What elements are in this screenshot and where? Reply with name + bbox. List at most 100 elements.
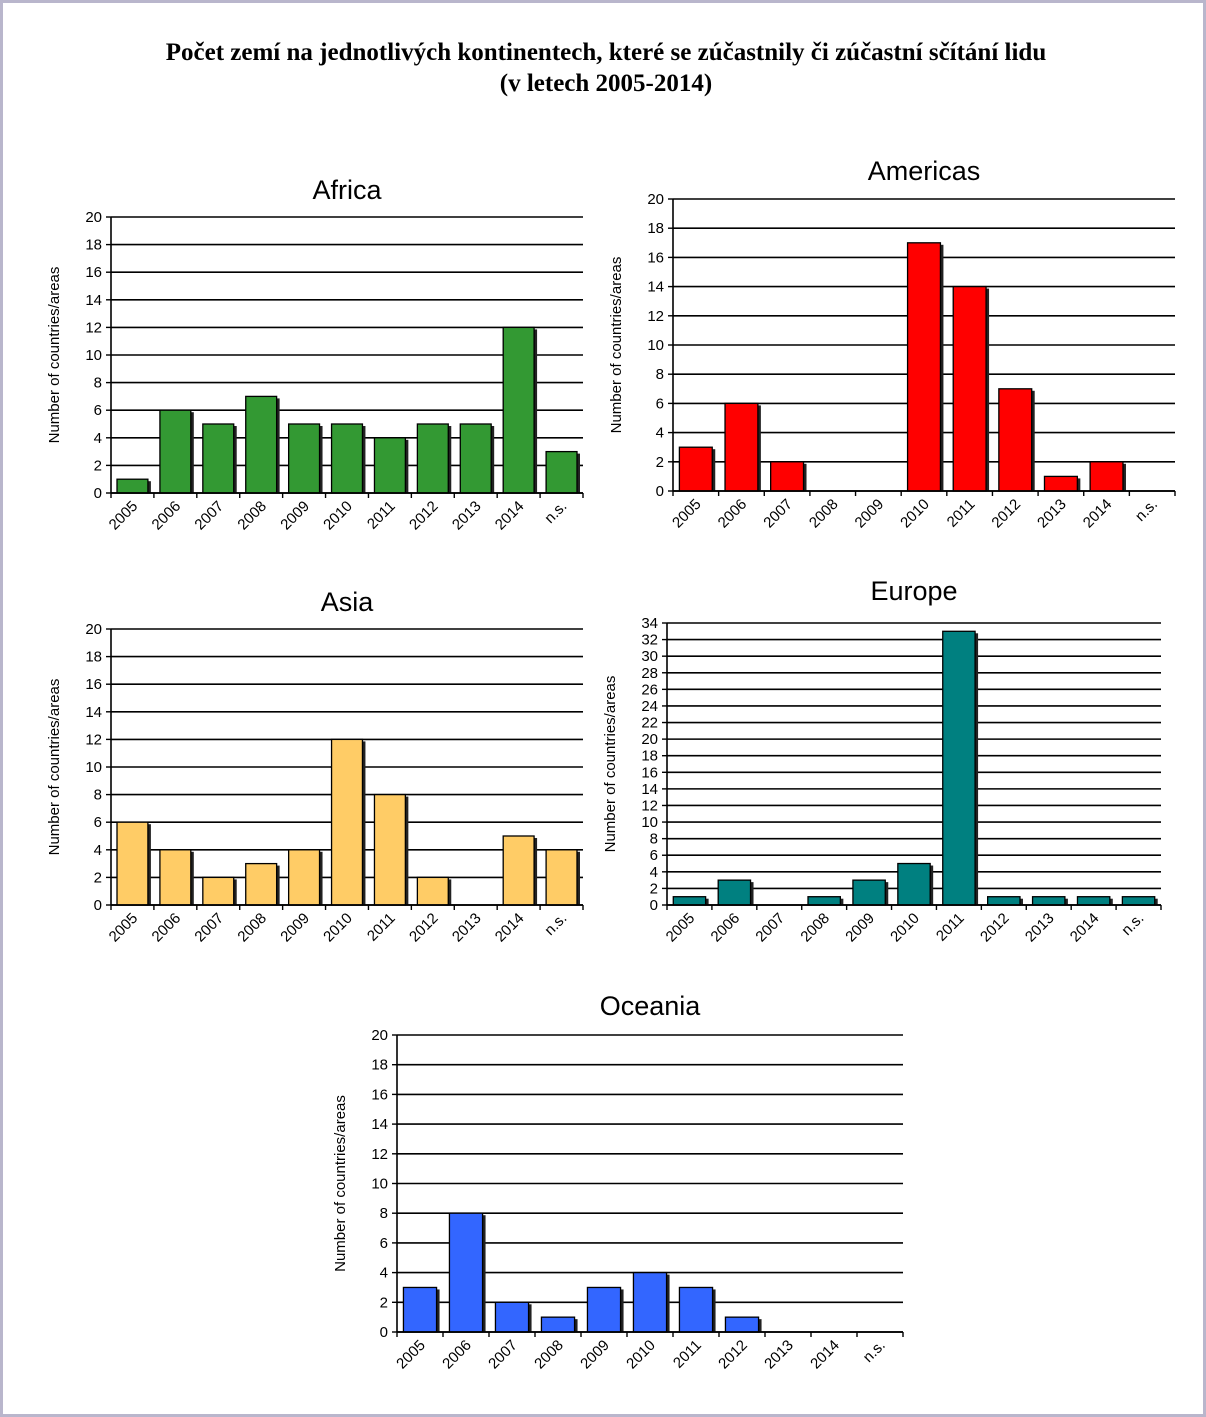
y-tick-label: 0	[656, 483, 664, 500]
y-tick-label: 10	[85, 347, 102, 364]
bar	[678, 1286, 714, 1333]
bar	[724, 1316, 760, 1333]
x-tick-label: 2009	[277, 498, 313, 534]
y-tick-label: 18	[371, 1057, 388, 1074]
x-tick-label: n.s.	[860, 1337, 889, 1366]
x-tick-label: 2012	[406, 910, 442, 946]
y-tick-label: 0	[94, 485, 102, 502]
y-tick-label: 2	[656, 454, 664, 471]
y-tick-label: 10	[85, 759, 102, 776]
x-tick-label: 2008	[234, 498, 270, 534]
bar	[330, 738, 364, 906]
chart-africa: Africa 0 2 4 6 8 10 12 14 16 18 20 Number of countri…	[46, 175, 584, 534]
y-tick-label: 30	[641, 648, 658, 665]
y-tick-label: 16	[647, 249, 664, 266]
bar	[1076, 896, 1111, 906]
y-tick-label: 18	[641, 748, 658, 765]
bar	[724, 402, 759, 492]
y-tick-label: 0	[94, 897, 102, 914]
bar	[245, 862, 278, 906]
y-tick-label: 8	[650, 831, 658, 848]
x-tick-label: 2010	[897, 496, 933, 532]
y-tick-label: 22	[641, 715, 658, 732]
chart-asia: Asia 0 2 4 6 8 10 12 14 16 18 20 Number of countries…	[46, 587, 584, 946]
chart-title: Americas	[868, 156, 981, 186]
bar	[287, 423, 321, 494]
chart-oceania: Oceania 0 2 4 6 8 10 12 14 16 18 20 Number of countr…	[332, 991, 904, 1373]
y-tick-label: 14	[647, 279, 664, 296]
bar	[245, 395, 278, 494]
x-tick-label: 2012	[715, 1337, 751, 1373]
x-tick-label: 2010	[320, 910, 356, 946]
y-axis-label: Number of countries/areas	[608, 257, 625, 434]
y-tick-label: 28	[641, 665, 658, 682]
y-tick-label: 6	[94, 814, 102, 831]
y-tick-label: 4	[94, 430, 102, 447]
y-tick-label: 4	[94, 842, 102, 859]
y-tick-label: 10	[641, 814, 658, 831]
y-tick-label: 12	[641, 797, 658, 814]
y-tick-label: 14	[85, 292, 102, 309]
bar	[1031, 896, 1066, 906]
chart-title: Europe	[870, 576, 957, 606]
page-title-line-1: Počet zemí na jednotlivých kontinentech,…	[165, 39, 1047, 66]
bar	[545, 450, 578, 494]
bar	[416, 876, 449, 906]
x-tick-label: n.s.	[541, 498, 570, 527]
x-tick-label: n.s.	[1118, 910, 1147, 939]
x-tick-label: 2009	[577, 1337, 613, 1373]
bar	[545, 849, 578, 906]
bar	[952, 285, 987, 492]
y-tick-label: 8	[94, 375, 102, 392]
bar	[998, 388, 1033, 492]
bar	[116, 821, 149, 906]
y-tick-label: 0	[650, 897, 658, 914]
bar	[852, 879, 886, 906]
y-tick-label: 8	[94, 787, 102, 804]
y-tick-label: 4	[656, 425, 664, 442]
x-tick-label: 2011	[364, 910, 399, 945]
x-tick-label: 2008	[531, 1337, 567, 1373]
x-tick-label: 2014	[492, 498, 528, 534]
y-tick-label: 8	[656, 366, 664, 383]
y-tick-label: 6	[380, 1235, 388, 1252]
y-tick-label: 20	[371, 1027, 388, 1044]
y-axis-label: Number of countries/areas	[46, 679, 63, 856]
x-tick-label: 2010	[623, 1337, 659, 1373]
y-tick-label: 12	[85, 731, 102, 748]
bar	[717, 879, 752, 906]
bar	[373, 437, 407, 494]
x-tick-label: 2012	[988, 496, 1024, 532]
x-tick-label: 2014	[807, 1337, 843, 1373]
y-tick-label: 4	[650, 864, 658, 881]
chart-americas: Americas 0 2 4 6 8 10 12 14 16 18 20 Number of count…	[608, 156, 1176, 532]
x-tick-label: 2008	[234, 910, 270, 946]
x-tick-label: 2013	[449, 910, 485, 946]
x-tick-label: 2007	[191, 498, 227, 534]
page-title: Počet zemí na jednotlivých kontinentech,…	[23, 37, 1189, 99]
x-tick-label: 2005	[106, 910, 142, 946]
y-tick-label: 6	[94, 402, 102, 419]
x-tick-label: 2011	[933, 910, 968, 945]
x-tick-label: 2008	[797, 910, 833, 946]
x-tick-label: 2005	[669, 496, 705, 532]
bar	[897, 862, 931, 906]
y-axis-label: Number of countries/areas	[602, 676, 619, 853]
bar	[987, 896, 1021, 906]
y-tick-label: 12	[85, 319, 102, 336]
bar	[402, 1286, 438, 1333]
x-tick-label: 2011	[364, 498, 399, 533]
x-tick-label: 2005	[393, 1337, 429, 1373]
x-tick-label: 2014	[1080, 496, 1116, 532]
y-tick-label: 12	[371, 1146, 388, 1163]
x-tick-label: 2011	[670, 1337, 705, 1372]
x-tick-label: n.s.	[541, 910, 570, 939]
bar	[1089, 461, 1124, 492]
bar	[632, 1271, 668, 1333]
y-tick-label: 12	[647, 308, 664, 325]
y-tick-label: 32	[641, 632, 658, 649]
y-axis-label: Number of countries/areas	[332, 1095, 349, 1272]
x-tick-label: 2012	[977, 910, 1013, 946]
bar	[1121, 896, 1156, 906]
bar	[678, 446, 713, 492]
